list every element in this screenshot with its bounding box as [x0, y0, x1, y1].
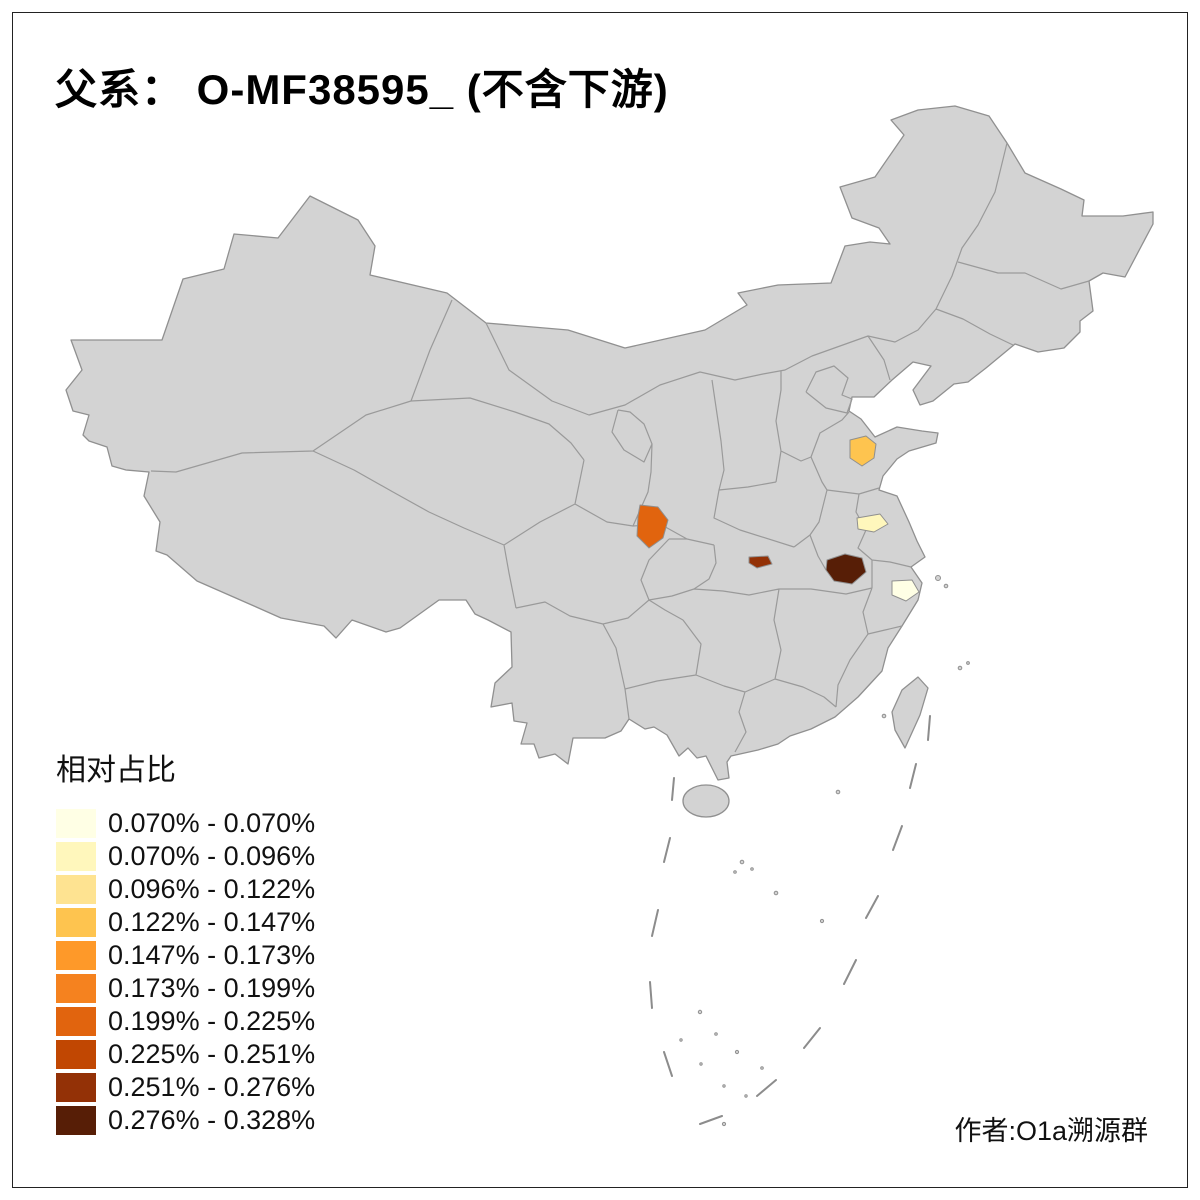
legend-label: 0.070% - 0.070% [108, 808, 316, 838]
legend-item: 0.199% - 0.225% [56, 1005, 315, 1038]
legend-label: 0.147% - 0.173% [108, 940, 316, 970]
legend-item: 0.147% - 0.173% [56, 939, 315, 972]
legend-label: 0.070% - 0.096% [108, 841, 316, 871]
legend-swatch [56, 1106, 96, 1135]
legend-title: 相对占比 [56, 754, 176, 787]
legend-label: 0.251% - 0.276% [108, 1072, 316, 1102]
legend-swatch [56, 941, 96, 970]
legend-item: 0.276% - 0.328% [56, 1104, 315, 1137]
legend-label: 0.199% - 0.225% [108, 1006, 316, 1036]
region-northeast-zhejiang [891, 579, 920, 602]
attribution: 作者:O1a溯源群 [954, 1116, 1148, 1146]
taiwan-island [891, 676, 929, 749]
south-china-sea-islands [679, 575, 970, 1127]
legend-swatch [56, 842, 96, 871]
legend-swatch [56, 875, 96, 904]
legend-swatch [56, 1073, 96, 1102]
legend: 相对占比 0.070% - 0.070% 0.070% - 0.096% 0.0… [56, 745, 315, 1137]
region-central-jiangsu [856, 513, 889, 533]
region-south-anhui [825, 553, 867, 585]
legend-label: 0.276% - 0.328% [108, 1105, 316, 1135]
region-shandong [849, 435, 877, 467]
legend-label: 0.173% - 0.199% [108, 973, 316, 1003]
region-northeast-sichuan [636, 504, 669, 549]
legend-label: 0.122% - 0.147% [108, 907, 316, 937]
highlighted-regions [636, 435, 920, 602]
legend-label: 0.096% - 0.122% [108, 874, 316, 904]
legend-item: 0.070% - 0.096% [56, 840, 315, 873]
legend-item: 0.225% - 0.251% [56, 1038, 315, 1071]
legend-swatch [56, 974, 96, 1003]
legend-item: 0.070% - 0.070% [56, 807, 315, 840]
legend-item: 0.251% - 0.276% [56, 1071, 315, 1104]
legend-swatch [56, 1007, 96, 1036]
legend-label: 0.225% - 0.251% [108, 1039, 316, 1069]
legend-swatch [56, 809, 96, 838]
hainan-island [682, 784, 730, 818]
legend-item: 0.173% - 0.199% [56, 972, 315, 1005]
china-mainland-shape [65, 105, 1154, 781]
plot-title: 父系： O-MF38595_ (不含下游) [55, 66, 669, 113]
province-borders [150, 142, 1090, 753]
legend-item: 0.122% - 0.147% [56, 906, 315, 939]
legend-item: 0.096% - 0.122% [56, 873, 315, 906]
region-central-hubei [748, 555, 773, 569]
nine-dash-line [649, 715, 931, 1125]
legend-swatch [56, 1040, 96, 1069]
legend-swatch [56, 908, 96, 937]
